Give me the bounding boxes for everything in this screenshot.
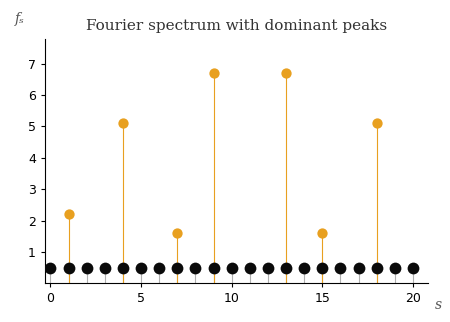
Point xyxy=(337,265,344,270)
Point xyxy=(83,265,90,270)
Point xyxy=(283,71,290,76)
Point xyxy=(47,265,54,270)
Text: s: s xyxy=(435,298,442,312)
Point xyxy=(138,265,145,270)
Point xyxy=(210,265,217,270)
Point xyxy=(319,231,326,236)
Point xyxy=(65,212,72,217)
Point xyxy=(174,265,181,270)
Point xyxy=(373,121,380,126)
Point xyxy=(65,265,72,270)
Point xyxy=(192,265,199,270)
Point xyxy=(119,121,126,126)
Point xyxy=(101,265,108,270)
Point xyxy=(319,265,326,270)
Text: fₛ: fₛ xyxy=(14,13,24,26)
Point xyxy=(301,265,308,270)
Point xyxy=(119,265,126,270)
Point xyxy=(264,265,271,270)
Point xyxy=(373,265,380,270)
Point xyxy=(210,71,217,76)
Point xyxy=(228,265,235,270)
Point xyxy=(156,265,163,270)
Point xyxy=(246,265,253,270)
Point xyxy=(410,265,417,270)
Point xyxy=(283,265,290,270)
Point xyxy=(391,265,398,270)
Title: Fourier spectrum with dominant peaks: Fourier spectrum with dominant peaks xyxy=(86,19,387,33)
Point xyxy=(174,231,181,236)
Point xyxy=(355,265,362,270)
